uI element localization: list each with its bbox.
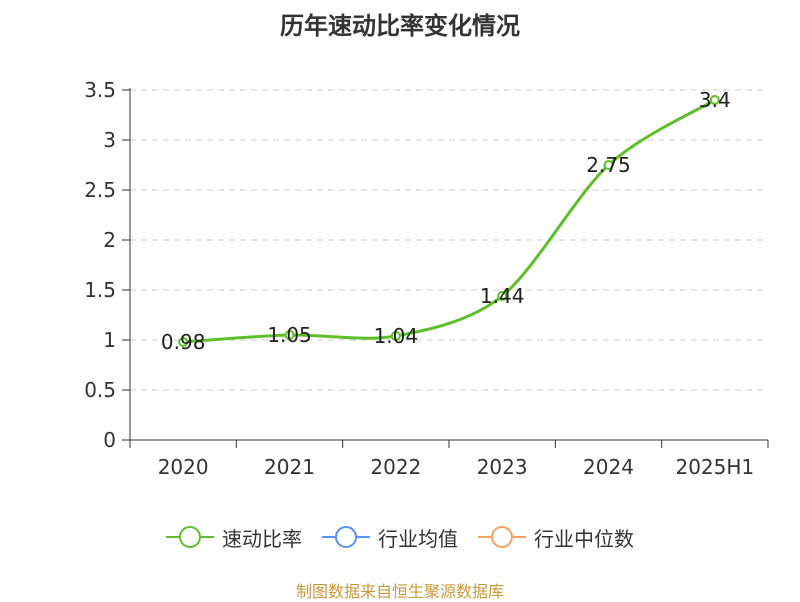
data-point — [390, 331, 401, 341]
legend-label: 速动比率 — [222, 526, 302, 551]
series-line — [183, 98, 716, 344]
legend-marker-icon — [478, 525, 526, 549]
data-point — [284, 330, 295, 340]
chart-title: 历年速动比率变化情况 — [280, 12, 520, 40]
x-tick-label: 2021 — [264, 455, 315, 479]
data-label: 1.05 — [267, 323, 312, 347]
legend-label: 行业均值 — [378, 526, 458, 551]
legend-item-industry-median[interactable]: 行业中位数 — [478, 523, 634, 552]
x-tick-label: 2024 — [583, 455, 634, 479]
y-tick-label: 3.5 — [84, 78, 116, 102]
legend: 速动比率 行业均值 行业中位数 — [0, 520, 800, 554]
y-tick-label: 2 — [103, 228, 116, 252]
data-source-note: 制图数据来自恒生聚源数据库 — [295, 582, 504, 601]
legend-marker-icon — [166, 525, 214, 549]
x-tick-label: 2023 — [477, 455, 528, 479]
data-label: 3.4 — [699, 88, 731, 112]
y-tick-label: 1.5 — [84, 278, 116, 302]
legend-label: 行业中位数 — [534, 526, 634, 551]
data-label: 2.75 — [586, 153, 631, 177]
data-label: 0.98 — [161, 330, 206, 354]
data-point — [178, 337, 189, 347]
legend-item-quick-ratio[interactable]: 速动比率 — [166, 523, 302, 552]
data-point — [603, 160, 614, 170]
legend-marker-icon — [322, 525, 370, 549]
y-tick-label: 3 — [103, 128, 116, 152]
data-point — [709, 95, 720, 105]
x-tick-label: 2020 — [158, 455, 209, 479]
x-tick-label: 2022 — [370, 455, 421, 479]
y-tick-label: 0.5 — [84, 378, 116, 402]
x-tick-label: 2025H1 — [675, 455, 754, 479]
data-label: 1.04 — [374, 324, 419, 348]
y-tick-label: 1 — [103, 328, 116, 352]
legend-item-industry-mean[interactable]: 行业均值 — [322, 523, 458, 552]
y-tick-label: 2.5 — [84, 178, 116, 202]
data-label: 1.44 — [480, 284, 525, 308]
data-point — [497, 291, 508, 301]
y-tick-label: 0 — [103, 428, 116, 452]
